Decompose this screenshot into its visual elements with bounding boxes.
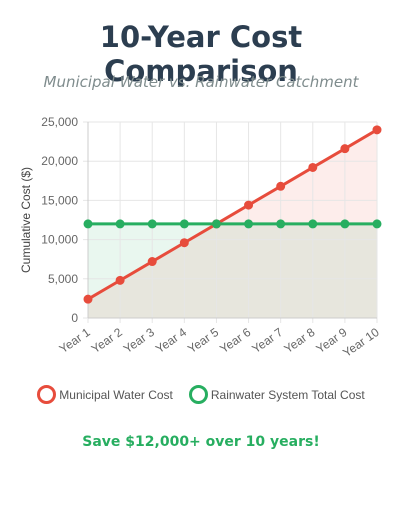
x-tick-label: Year 2: [89, 325, 125, 356]
legend-label-municipal: Municipal Water Cost: [59, 387, 173, 402]
data-point: [276, 181, 286, 191]
y-tick-label: 15,000: [41, 193, 78, 207]
legend-swatch-rainwater: [188, 385, 208, 404]
y-axis-label: Cumulative Cost ($): [19, 167, 33, 273]
x-tick-label: Year 3: [121, 325, 157, 356]
y-tick-label: 0: [71, 311, 78, 325]
x-tick-label: Year 8: [281, 325, 317, 356]
data-point: [211, 219, 221, 229]
data-point: [147, 219, 157, 229]
x-tick-label: Year 6: [217, 325, 253, 356]
legend-label-rainwater: Rainwater System Total Cost: [210, 387, 365, 402]
x-tick-label: Year 7: [249, 325, 285, 356]
series-lines: [87, 128, 378, 301]
y-tick-label: 20,000: [41, 154, 78, 168]
legend-item-rainwater[interactable]: Rainwater System Total Cost: [188, 385, 365, 404]
series-line: [87, 128, 378, 301]
data-point: [115, 275, 125, 285]
x-tick-label: Year 1: [57, 325, 93, 356]
x-tick-label: Year 10: [340, 325, 382, 360]
y-tick-label: 5,000: [48, 272, 78, 286]
chart-subtitle: Municipal Water vs. Rainwater Catchment: [43, 73, 359, 91]
data-point: [115, 219, 125, 229]
legend: Municipal Water Cost Rainwater System To…: [0, 385, 402, 404]
legend-swatch-municipal: [37, 385, 57, 404]
chart-title: 10-Year Cost Comparison: [99, 20, 303, 88]
data-point: [340, 219, 350, 229]
y-tick-label: 10,000: [41, 233, 78, 247]
data-point: [244, 200, 254, 210]
x-tick-label: Year 4: [153, 325, 189, 356]
data-point: [147, 257, 157, 267]
savings-callout: Save $12,000+ over 10 years!: [82, 434, 320, 450]
y-tick-label: 25,000: [41, 115, 78, 129]
data-point: [244, 219, 254, 229]
data-point: [340, 144, 350, 154]
data-point: [372, 219, 382, 229]
data-point: [308, 162, 318, 172]
data-point: [83, 294, 93, 304]
series-area-fill: [88, 223, 377, 318]
data-point: [276, 219, 286, 229]
series-points: [83, 125, 382, 304]
data-point: [179, 238, 189, 248]
data-point: [83, 219, 93, 229]
data-point: [179, 219, 189, 229]
x-tick-label: Year 5: [185, 325, 221, 356]
legend-item-municipal[interactable]: Municipal Water Cost: [37, 385, 173, 404]
data-point: [372, 125, 382, 135]
data-point: [308, 219, 318, 229]
